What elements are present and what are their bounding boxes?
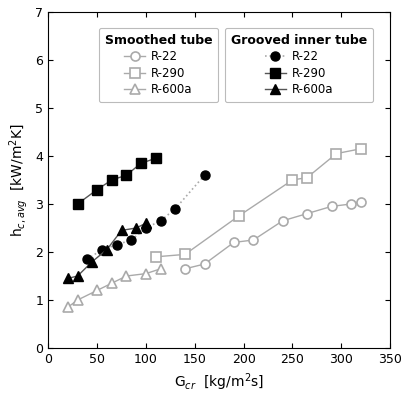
Y-axis label: h$_{c,avg}$  [kW/m$^2$K]: h$_{c,avg}$ [kW/m$^2$K] — [7, 123, 30, 237]
X-axis label: G$_{cr}$  [kg/m$^2$s]: G$_{cr}$ [kg/m$^2$s] — [174, 372, 264, 393]
Legend: R-22, R-290, R-600a: R-22, R-290, R-600a — [225, 28, 373, 102]
